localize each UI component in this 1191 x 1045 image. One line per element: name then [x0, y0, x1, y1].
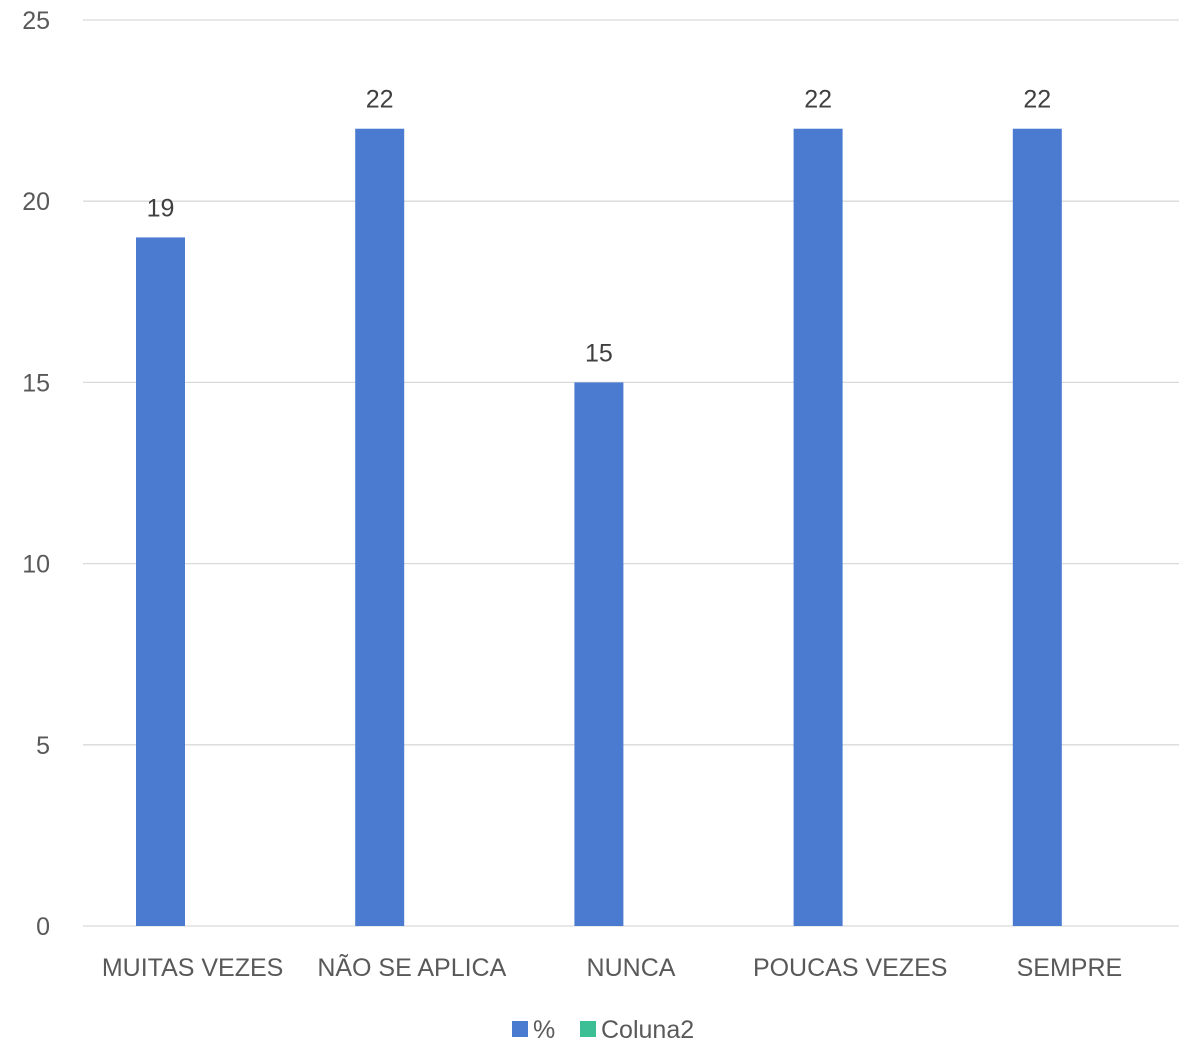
legend-label: %	[533, 1016, 555, 1044]
legend-swatch	[580, 1021, 596, 1037]
x-tick-label: SEMPRE	[1017, 954, 1123, 982]
data-labels: 19 22 15 22 22	[147, 86, 1052, 368]
bar	[1012, 128, 1062, 927]
data-label: 22	[1023, 86, 1051, 114]
x-tick-label: NUNCA	[587, 954, 676, 982]
legend-label: Coluna2	[601, 1016, 694, 1044]
bar	[355, 128, 405, 927]
bar	[136, 237, 185, 926]
y-tick-label: 5	[36, 732, 50, 760]
legend-swatch	[512, 1021, 528, 1037]
y-tick-label: 10	[22, 551, 50, 579]
bars	[136, 128, 1062, 927]
bar	[574, 382, 624, 926]
x-axis-ticks: MUITAS VEZES NÃO SE APLICA NUNCA POUCAS VEZ…	[102, 953, 1122, 982]
x-tick-label: NÃO SE APLICA	[317, 953, 506, 982]
bar	[793, 128, 843, 927]
y-tick-label: 25	[22, 7, 50, 35]
data-label: 19	[147, 194, 175, 222]
legend: % Coluna2	[512, 1016, 694, 1044]
data-label: 15	[585, 339, 613, 367]
y-tick-label: 15	[22, 369, 50, 397]
gridlines	[83, 19, 1179, 927]
x-tick-label: POUCAS VEZES	[753, 954, 948, 982]
x-tick-label: MUITAS VEZES	[102, 954, 284, 982]
y-tick-label: 0	[36, 913, 50, 941]
data-label: 22	[366, 86, 394, 114]
data-label: 22	[804, 86, 832, 114]
y-tick-label: 20	[22, 188, 50, 216]
y-axis-ticks: 0 5 10 15 20 25	[22, 7, 50, 941]
